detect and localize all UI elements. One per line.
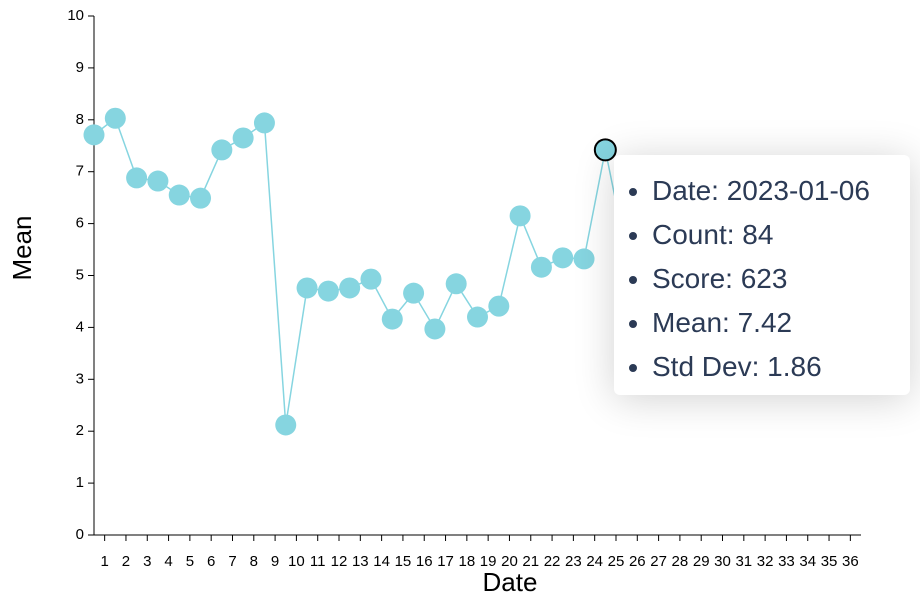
y-tick-label: 1: [76, 474, 84, 491]
point: [275, 414, 297, 436]
y-tick-label: 6: [76, 215, 84, 232]
x-tick-label: 24: [586, 553, 603, 570]
x-tick-label: 19: [480, 553, 497, 570]
point: [530, 256, 552, 278]
x-tick-label: 30: [714, 553, 731, 570]
x-tick-label: 29: [693, 553, 710, 570]
x-tick-label: 20: [501, 553, 518, 570]
y-tick-label: 7: [76, 163, 84, 180]
point: [509, 205, 531, 227]
y-axis-title: Mean: [7, 215, 37, 280]
x-tick-label: 31: [735, 553, 752, 570]
highlighted-point: [593, 138, 617, 162]
x-tick-label: 4: [164, 553, 172, 570]
point: [573, 248, 595, 270]
point: [232, 127, 254, 149]
x-tick-label: 28: [672, 553, 689, 570]
x-tick-label: 14: [373, 553, 390, 570]
tooltip: Date: 2023-01-06Count: 84Score: 623Mean:…: [614, 155, 910, 395]
point: [104, 107, 126, 129]
x-tick-label: 1: [100, 553, 108, 570]
point: [296, 277, 318, 299]
point: [147, 170, 169, 192]
x-tick-label: 2: [122, 553, 130, 570]
point: [445, 273, 467, 295]
y-tick-label: 9: [76, 59, 84, 76]
tooltip-item: Date: 2023-01-06: [652, 169, 910, 213]
x-tick-label: 9: [271, 553, 279, 570]
y-tick-label: 3: [76, 370, 84, 387]
point: [360, 268, 382, 290]
x-tick-label: 8: [250, 553, 258, 570]
point: [488, 295, 510, 317]
point: [467, 306, 488, 328]
point: [168, 184, 190, 206]
y-tick-label: 4: [76, 318, 84, 335]
tooltip-item: Count: 84: [652, 213, 910, 257]
x-tick-label: 11: [310, 553, 326, 570]
x-tick-label: 27: [650, 553, 667, 570]
point: [381, 308, 403, 330]
tooltip-item: Mean: 7.42: [652, 301, 910, 345]
x-tick-label: 33: [778, 553, 795, 570]
x-tick-label: 36: [842, 553, 859, 570]
point: [424, 318, 446, 340]
x-tick-label: 7: [228, 553, 236, 570]
point: [126, 167, 148, 189]
x-tick-label: 15: [395, 553, 412, 570]
tooltip-item: Std Dev: 1.86: [652, 345, 910, 389]
tooltip-item: Score: 623: [652, 257, 910, 301]
x-axis-title: Date: [483, 567, 538, 597]
tooltip-list: Date: 2023-01-06Count: 84Score: 623Mean:…: [614, 169, 910, 389]
point: [552, 247, 574, 269]
point: [253, 112, 275, 134]
x-tick-label: 34: [799, 553, 816, 570]
x-tick-label: 18: [459, 553, 476, 570]
x-tick-label: 32: [757, 553, 774, 570]
point: [190, 187, 212, 209]
x-tick-label: 12: [331, 553, 348, 570]
x-tick-label: 26: [629, 553, 646, 570]
y-tick-label: 8: [76, 111, 84, 128]
point: [211, 139, 233, 161]
y-tick-label: 0: [76, 526, 84, 543]
x-tick-label: 22: [544, 553, 561, 570]
x-tick-label: 25: [608, 553, 625, 570]
y-tick-label: 10: [67, 7, 84, 24]
x-tick-label: 35: [821, 553, 838, 570]
x-tick-label: 21: [522, 553, 539, 570]
point: [403, 282, 425, 304]
x-tick-label: 17: [437, 553, 454, 570]
x-tick-label: 16: [416, 553, 433, 570]
x-tick-label: 3: [143, 553, 151, 570]
point: [339, 277, 361, 299]
point: [317, 280, 339, 302]
point: [83, 124, 105, 146]
x-tick-label: 5: [186, 553, 194, 570]
y-tick-label: 2: [76, 422, 84, 439]
x-tick-label: 6: [207, 553, 215, 570]
x-tick-label: 10: [288, 553, 305, 570]
x-tick-label: 13: [352, 553, 369, 570]
y-tick-label: 5: [76, 266, 84, 283]
x-tick-label: 23: [565, 553, 582, 570]
